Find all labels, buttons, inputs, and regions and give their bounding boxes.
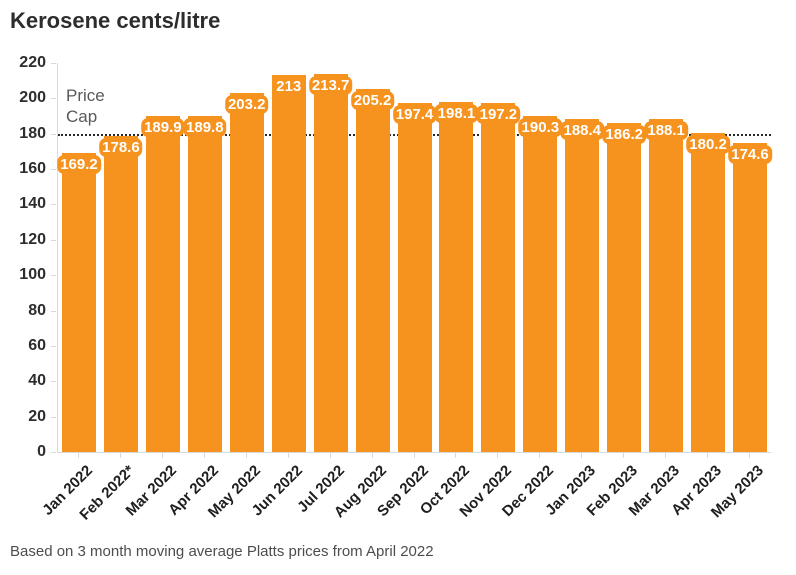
y-axis-tick-label: 80 bbox=[28, 301, 46, 319]
bar bbox=[187, 116, 222, 452]
bar-value-label: 197.4 bbox=[392, 104, 437, 124]
bar bbox=[313, 74, 348, 452]
y-axis: 220 200 180 160 140 120 100 80 60 40 20 0 bbox=[0, 54, 57, 460]
bar bbox=[649, 119, 684, 452]
source-note: Based on 3 month moving average Platts p… bbox=[10, 543, 434, 560]
y-axis-tick-mark bbox=[51, 133, 56, 135]
bar bbox=[61, 152, 96, 452]
bar-value-label: 190.3 bbox=[518, 117, 563, 137]
bar-value-label: 197.2 bbox=[476, 105, 521, 125]
bar bbox=[691, 133, 726, 452]
x-axis-tick-mark bbox=[329, 453, 331, 458]
y-axis-tick-mark bbox=[51, 381, 56, 383]
y-axis-tick-label: 200 bbox=[19, 89, 46, 107]
chart-title: Kerosene cents/litre bbox=[10, 8, 221, 33]
bar-value-label: 203.2 bbox=[224, 94, 269, 114]
bar bbox=[607, 122, 642, 452]
y-axis-tick-label: 60 bbox=[28, 336, 46, 354]
bar bbox=[565, 118, 600, 452]
y-axis-tick-mark bbox=[51, 345, 56, 347]
y-axis-tick-mark bbox=[51, 452, 56, 453]
x-axis-tick-mark bbox=[203, 453, 205, 458]
x-axis-tick-mark bbox=[749, 453, 751, 458]
x-axis-tick-mark bbox=[371, 453, 373, 458]
y-axis-tick-mark bbox=[51, 98, 56, 100]
y-axis-tick-mark bbox=[51, 169, 56, 171]
x-axis-tick-mark bbox=[665, 453, 667, 458]
x-axis: Jan 2022 Feb 2022* Mar 2022 Apr 2022 May 202… bbox=[0, 452, 796, 542]
price-cap-label: Price Cap bbox=[66, 86, 105, 126]
bar-value-label: 174.6 bbox=[728, 145, 772, 165]
y-axis-tick-mark bbox=[51, 275, 56, 277]
x-axis-tick-mark bbox=[287, 453, 289, 458]
bar-value-label: 169.2 bbox=[57, 154, 101, 174]
y-axis-tick-mark bbox=[51, 204, 56, 206]
y-axis-tick-label: 180 bbox=[19, 124, 46, 142]
y-axis-tick-label: 120 bbox=[19, 230, 46, 248]
y-axis-tick-mark bbox=[51, 63, 56, 64]
x-axis-tick-mark bbox=[455, 453, 457, 458]
y-axis-tick-label: 20 bbox=[28, 407, 46, 425]
x-axis-tick-mark bbox=[623, 453, 625, 458]
bar-value-label: 189.8 bbox=[183, 118, 227, 138]
bar-value-label: 189.9 bbox=[141, 118, 185, 138]
x-axis-tick-mark bbox=[539, 453, 541, 458]
y-axis-tick-label: 160 bbox=[19, 160, 46, 178]
bar-value-label: 205.2 bbox=[350, 91, 395, 111]
x-axis-tick-mark bbox=[119, 453, 121, 458]
bar bbox=[397, 102, 432, 452]
y-axis-tick-label: 100 bbox=[19, 266, 46, 284]
x-axis-tick-mark bbox=[245, 453, 247, 458]
bar bbox=[733, 143, 768, 452]
x-axis-tick-mark bbox=[413, 453, 415, 458]
plot-area: Price Cap 169.2 178.6 189.9 189.8 203.2 213 21… bbox=[57, 63, 772, 453]
bar-value-label: 188.1 bbox=[644, 121, 688, 141]
bar bbox=[271, 75, 306, 452]
bar bbox=[229, 92, 264, 452]
y-axis-tick-label: 140 bbox=[19, 195, 46, 213]
bar bbox=[523, 115, 558, 452]
x-axis-tick-mark bbox=[161, 453, 163, 458]
y-axis-tick-label: 0 bbox=[37, 443, 46, 460]
bar-value-label: 188.4 bbox=[560, 120, 605, 140]
bar bbox=[439, 101, 474, 452]
y-axis-tick-mark bbox=[51, 310, 56, 312]
bar-value-label: 186.2 bbox=[602, 124, 646, 144]
bar-value-label: 213 bbox=[273, 77, 305, 97]
x-axis-tick-mark bbox=[581, 453, 583, 458]
bar bbox=[145, 116, 180, 452]
y-axis-tick-label: 220 bbox=[19, 54, 46, 71]
bar bbox=[355, 89, 390, 452]
bar-value-label: 198.1 bbox=[434, 103, 479, 123]
y-axis-tick-mark bbox=[51, 239, 56, 241]
bar bbox=[103, 136, 138, 452]
bar-value-label: 180.2 bbox=[686, 135, 730, 155]
y-axis-tick-label: 40 bbox=[28, 372, 46, 390]
bar bbox=[481, 103, 516, 452]
bar-value-label: 178.6 bbox=[99, 138, 143, 158]
x-axis-tick-mark bbox=[707, 453, 709, 458]
bar-value-label: 213.7 bbox=[308, 76, 353, 96]
y-axis-tick-mark bbox=[51, 416, 56, 418]
x-axis-tick-mark bbox=[497, 453, 499, 458]
x-axis-tick-mark bbox=[77, 453, 79, 458]
